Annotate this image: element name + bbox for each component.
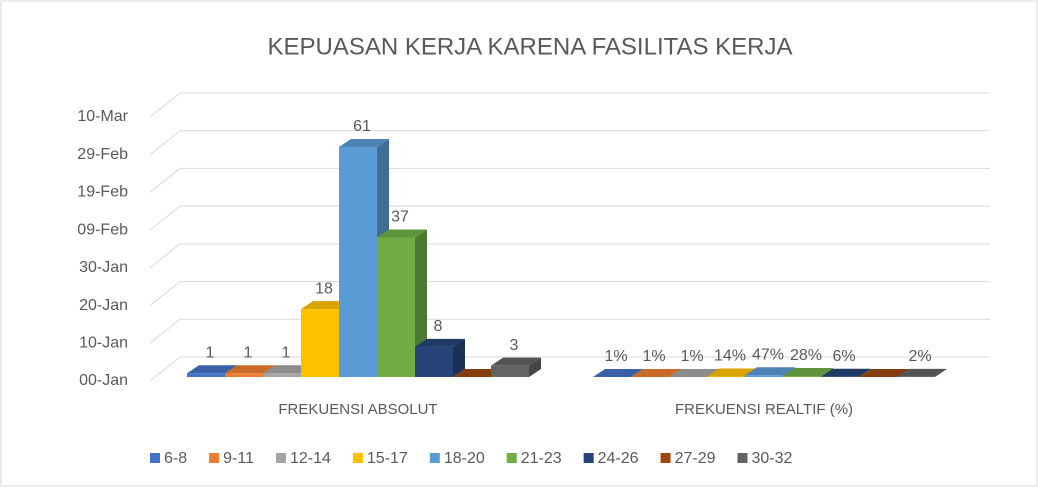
bar-top — [707, 368, 757, 377]
legend-swatch — [506, 453, 517, 463]
legend-label: 30-32 — [752, 450, 793, 467]
data-label: 47% — [752, 346, 784, 363]
y-tick-label: 09-Feb — [77, 221, 128, 238]
bar-side — [935, 368, 947, 377]
bar-top — [631, 368, 681, 377]
grid-line — [149, 130, 990, 156]
data-label: 61 — [353, 118, 371, 135]
grid-line — [149, 167, 990, 193]
bar — [783, 375, 821, 377]
grid-line — [149, 243, 990, 269]
legend-swatch — [209, 453, 220, 463]
data-label: 1 — [206, 344, 215, 361]
legend-swatch — [352, 453, 363, 463]
bar — [491, 365, 529, 377]
bar — [745, 375, 783, 377]
bar-top — [377, 229, 427, 238]
data-label: 28% — [790, 347, 822, 364]
bar-top — [187, 365, 237, 374]
bar-top — [453, 369, 503, 377]
legend-label: 9-11 — [223, 450, 254, 467]
bar — [377, 237, 415, 377]
legend-swatch — [660, 453, 671, 463]
legend-swatch — [583, 453, 594, 463]
grid-line — [149, 281, 990, 306]
y-tick-label: 10-Mar — [77, 108, 128, 125]
bar-side — [859, 368, 871, 377]
y-tick-label: 30-Jan — [79, 259, 128, 276]
bar-side — [529, 357, 541, 377]
legend-label: 24-26 — [598, 450, 639, 467]
bar-top — [415, 338, 465, 347]
legend-swatch — [737, 453, 748, 463]
bar — [263, 373, 301, 377]
y-tick-label: 10-Jan — [79, 335, 128, 352]
bar-top — [745, 367, 795, 376]
x-tick-label: FREKUENSI REALTIF (%) — [675, 401, 853, 418]
legend-label: 18-20 — [444, 450, 485, 467]
bar-top — [897, 368, 947, 377]
legend-label: 6-8 — [164, 450, 187, 467]
bar-top — [783, 367, 833, 376]
x-tick-label: FREKUENSI ABSOLUT — [278, 401, 437, 418]
legend-swatch — [429, 453, 440, 463]
legend-swatch — [275, 453, 286, 463]
legend-label: 12-14 — [290, 450, 331, 467]
bar-top — [593, 368, 643, 377]
legend-label: 21-23 — [521, 450, 562, 467]
bar-side — [415, 229, 427, 377]
data-label: 37 — [391, 209, 409, 226]
bar — [187, 373, 225, 377]
bar-side — [453, 338, 465, 377]
data-label: 1 — [244, 344, 253, 361]
bar — [225, 373, 263, 377]
bar-top — [301, 301, 351, 310]
data-label: 6% — [832, 348, 855, 365]
bar — [301, 309, 339, 377]
data-label: 2% — [908, 348, 931, 365]
bar-top — [225, 365, 275, 374]
bar-top — [821, 368, 871, 377]
chart-title: KEPUASAN KERJA KARENA FASILITAS KERJA — [267, 33, 792, 60]
legend-label: 27-29 — [675, 450, 716, 467]
data-label: 18 — [315, 280, 333, 297]
y-tick-label: 20-Jan — [79, 297, 128, 314]
legend-swatch — [150, 453, 160, 463]
y-tick-label: 29-Feb — [77, 146, 128, 163]
data-label: 1% — [604, 348, 627, 365]
bar-top — [859, 369, 909, 377]
grid-line — [149, 356, 990, 382]
bar — [707, 376, 745, 377]
bar-side — [821, 367, 833, 377]
bar-top — [339, 138, 389, 147]
data-label: 3 — [510, 337, 519, 354]
bar — [339, 146, 377, 377]
bar — [415, 346, 453, 377]
grid-line — [149, 205, 990, 231]
bar-top — [491, 357, 541, 366]
bar-top — [669, 368, 719, 377]
y-tick-label: 19-Feb — [77, 184, 128, 201]
data-label: 14% — [714, 348, 746, 365]
data-label: 8 — [434, 318, 443, 335]
data-label: 1 — [282, 344, 291, 361]
legend-label: 15-17 — [367, 450, 408, 467]
grid-line — [149, 318, 990, 344]
bar-top — [263, 365, 313, 374]
y-tick-label: 00-Jan — [79, 372, 128, 389]
data-label: 1% — [680, 348, 703, 365]
data-label: 1% — [642, 348, 665, 365]
grid-line — [149, 92, 990, 118]
